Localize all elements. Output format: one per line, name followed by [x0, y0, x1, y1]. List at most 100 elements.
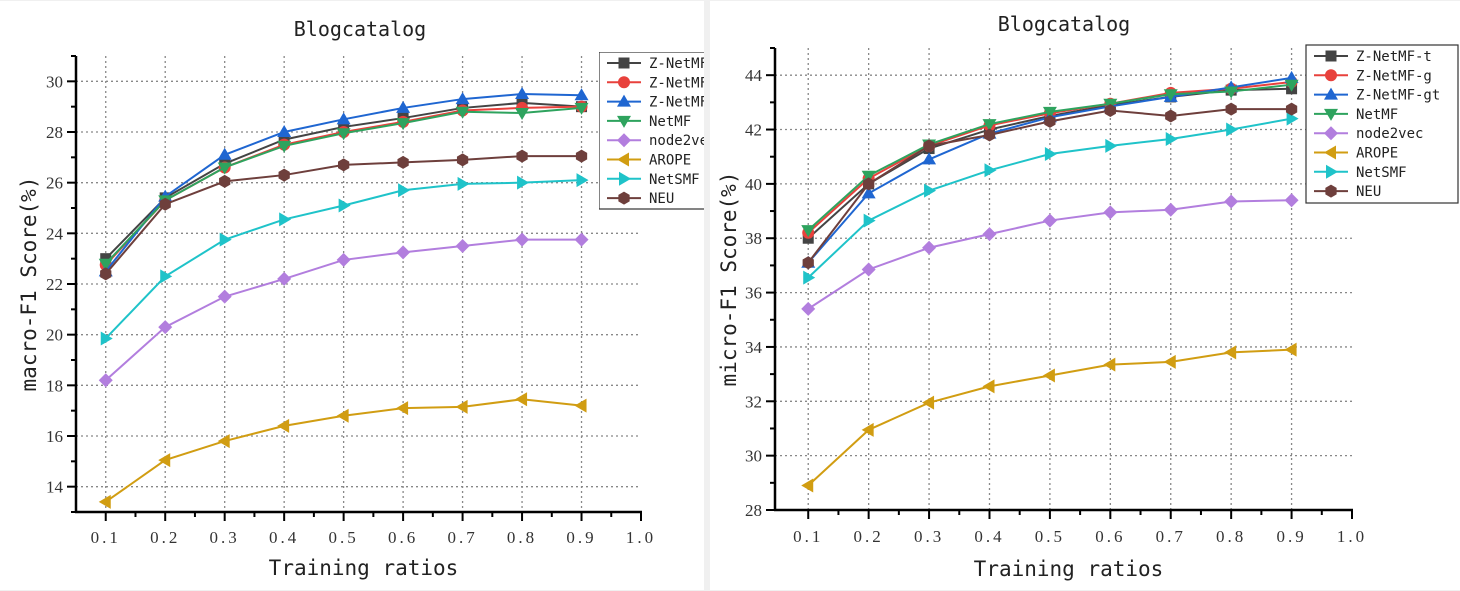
x-tick-label: 0.5: [1035, 527, 1065, 546]
data-point: [219, 174, 231, 188]
data-point: [100, 331, 113, 346]
x-tick-label: 0.4: [974, 527, 1004, 546]
legend: Z-NetMF-t Z-NetMF-g Z-NetMF-gt NetMF node2ve…: [1305, 44, 1459, 204]
data-point: [457, 176, 470, 191]
x-tick-label: 0.7: [1156, 527, 1186, 546]
data-point: [1044, 114, 1056, 128]
data-point: [336, 112, 351, 125]
legend-label: NEU: [649, 191, 674, 207]
data-point: [159, 197, 171, 211]
legend-marker: [617, 94, 631, 107]
legend-label: node2vec: [649, 133, 704, 149]
data-point: [396, 118, 411, 131]
legend-label: AROPE: [1356, 146, 1398, 162]
data-point: [455, 239, 470, 253]
data-point: [219, 232, 232, 247]
data-point: [217, 162, 232, 175]
data-point: [1284, 342, 1297, 357]
series-netsmf-6: [100, 173, 589, 346]
y-tick-label: 20: [46, 326, 63, 345]
data-point: [1284, 193, 1299, 208]
x-tick-label: 0.6: [388, 528, 418, 547]
legend-marker: [617, 133, 631, 148]
data-point: [100, 253, 112, 265]
data-point: [456, 153, 469, 167]
data-point: [802, 256, 814, 270]
x-tick-label: 0.8: [1216, 527, 1246, 546]
data-point: [397, 155, 409, 169]
data-point: [1224, 86, 1239, 99]
data-point: [1284, 79, 1299, 92]
data-point: [983, 128, 996, 142]
data-point: [922, 152, 937, 165]
y-tick-label: 38: [745, 229, 762, 248]
data-point: [861, 186, 876, 199]
legend-marker: [618, 76, 630, 89]
micro-f1-chart: Blogcatalog 28 30 32 34 36 38 40 42 44 0.1 0.2 0.3 0.…: [717, 12, 1459, 581]
data-point: [158, 453, 171, 468]
data-point: [1286, 111, 1299, 126]
y-tick-label: 28: [745, 501, 762, 520]
data-point: [803, 270, 816, 285]
macro-f1-chart: Blogcatalog 14 16 18 20 22 24 26 28 30 0.1 0.2 0.3 0.…: [17, 17, 704, 580]
legend-label: Z-NetMF-g: [1356, 68, 1432, 84]
legend-box: [599, 52, 704, 210]
data-point: [861, 422, 874, 437]
data-point: [1285, 102, 1298, 116]
legend-marker: [1324, 126, 1338, 141]
series-netmf-3: [98, 102, 589, 271]
data-point: [338, 158, 350, 172]
chart-title: Blogcatalog: [998, 12, 1130, 36]
data-point: [1105, 138, 1118, 153]
legend-marker: [1325, 50, 1337, 62]
data-point: [863, 177, 875, 191]
x-tick-label: 0.6: [1095, 527, 1125, 546]
data-point: [922, 395, 935, 410]
data-point: [515, 108, 530, 120]
data-point: [98, 258, 113, 271]
data-point: [336, 128, 351, 141]
data-point: [1165, 109, 1177, 123]
legend-label: NetSMF: [1356, 165, 1407, 181]
legend-marker: [1324, 87, 1338, 100]
data-point: [277, 140, 292, 153]
chart-title: Blogcatalog: [294, 17, 426, 41]
data-point: [277, 418, 290, 433]
data-point: [217, 434, 230, 449]
x-tick-label: 1.0: [1337, 527, 1367, 546]
data-point: [1163, 354, 1176, 369]
data-point: [1103, 357, 1116, 372]
data-point: [982, 227, 997, 242]
legend-label: AROPE: [649, 153, 691, 169]
legend-marker: [1325, 69, 1337, 82]
y-tick-label: 30: [46, 72, 63, 91]
data-point: [1104, 104, 1116, 118]
data-point: [574, 102, 589, 115]
series-neu-7: [100, 149, 588, 281]
legend-marker: [1325, 184, 1337, 198]
data-point: [396, 100, 411, 113]
y-tick-label: 32: [745, 392, 762, 411]
x-tick-label: 0.1: [91, 528, 121, 547]
data-point: [574, 232, 589, 247]
series-netmf-3: [801, 79, 1299, 238]
data-point: [801, 225, 816, 238]
legend-label: Z-NetMF-gt: [1356, 88, 1440, 104]
legend-label: Z-NetMF: [649, 75, 704, 91]
y-tick-label: 28: [46, 123, 63, 142]
x-tick-label: 0.9: [1276, 527, 1306, 546]
chart-panel-micro-f1: Blogcatalog 28 30 32 34 36 38 40 42 44 0.1 0.2 0.3 0.…: [710, 1, 1460, 590]
x-tick-label: 0.4: [269, 528, 299, 547]
data-point: [861, 262, 876, 277]
data-point: [575, 149, 588, 163]
series-neu-7: [802, 102, 1298, 270]
x-tick-label: 1.0: [626, 528, 656, 547]
legend-marker: [619, 171, 631, 186]
legend-marker: [617, 152, 629, 167]
data-point: [396, 245, 411, 260]
legend-marker: [1324, 108, 1338, 121]
data-point: [1103, 205, 1118, 220]
y-tick-label: 26: [46, 174, 63, 193]
data-point: [1224, 194, 1239, 209]
x-tick-label: 0.5: [329, 528, 359, 547]
